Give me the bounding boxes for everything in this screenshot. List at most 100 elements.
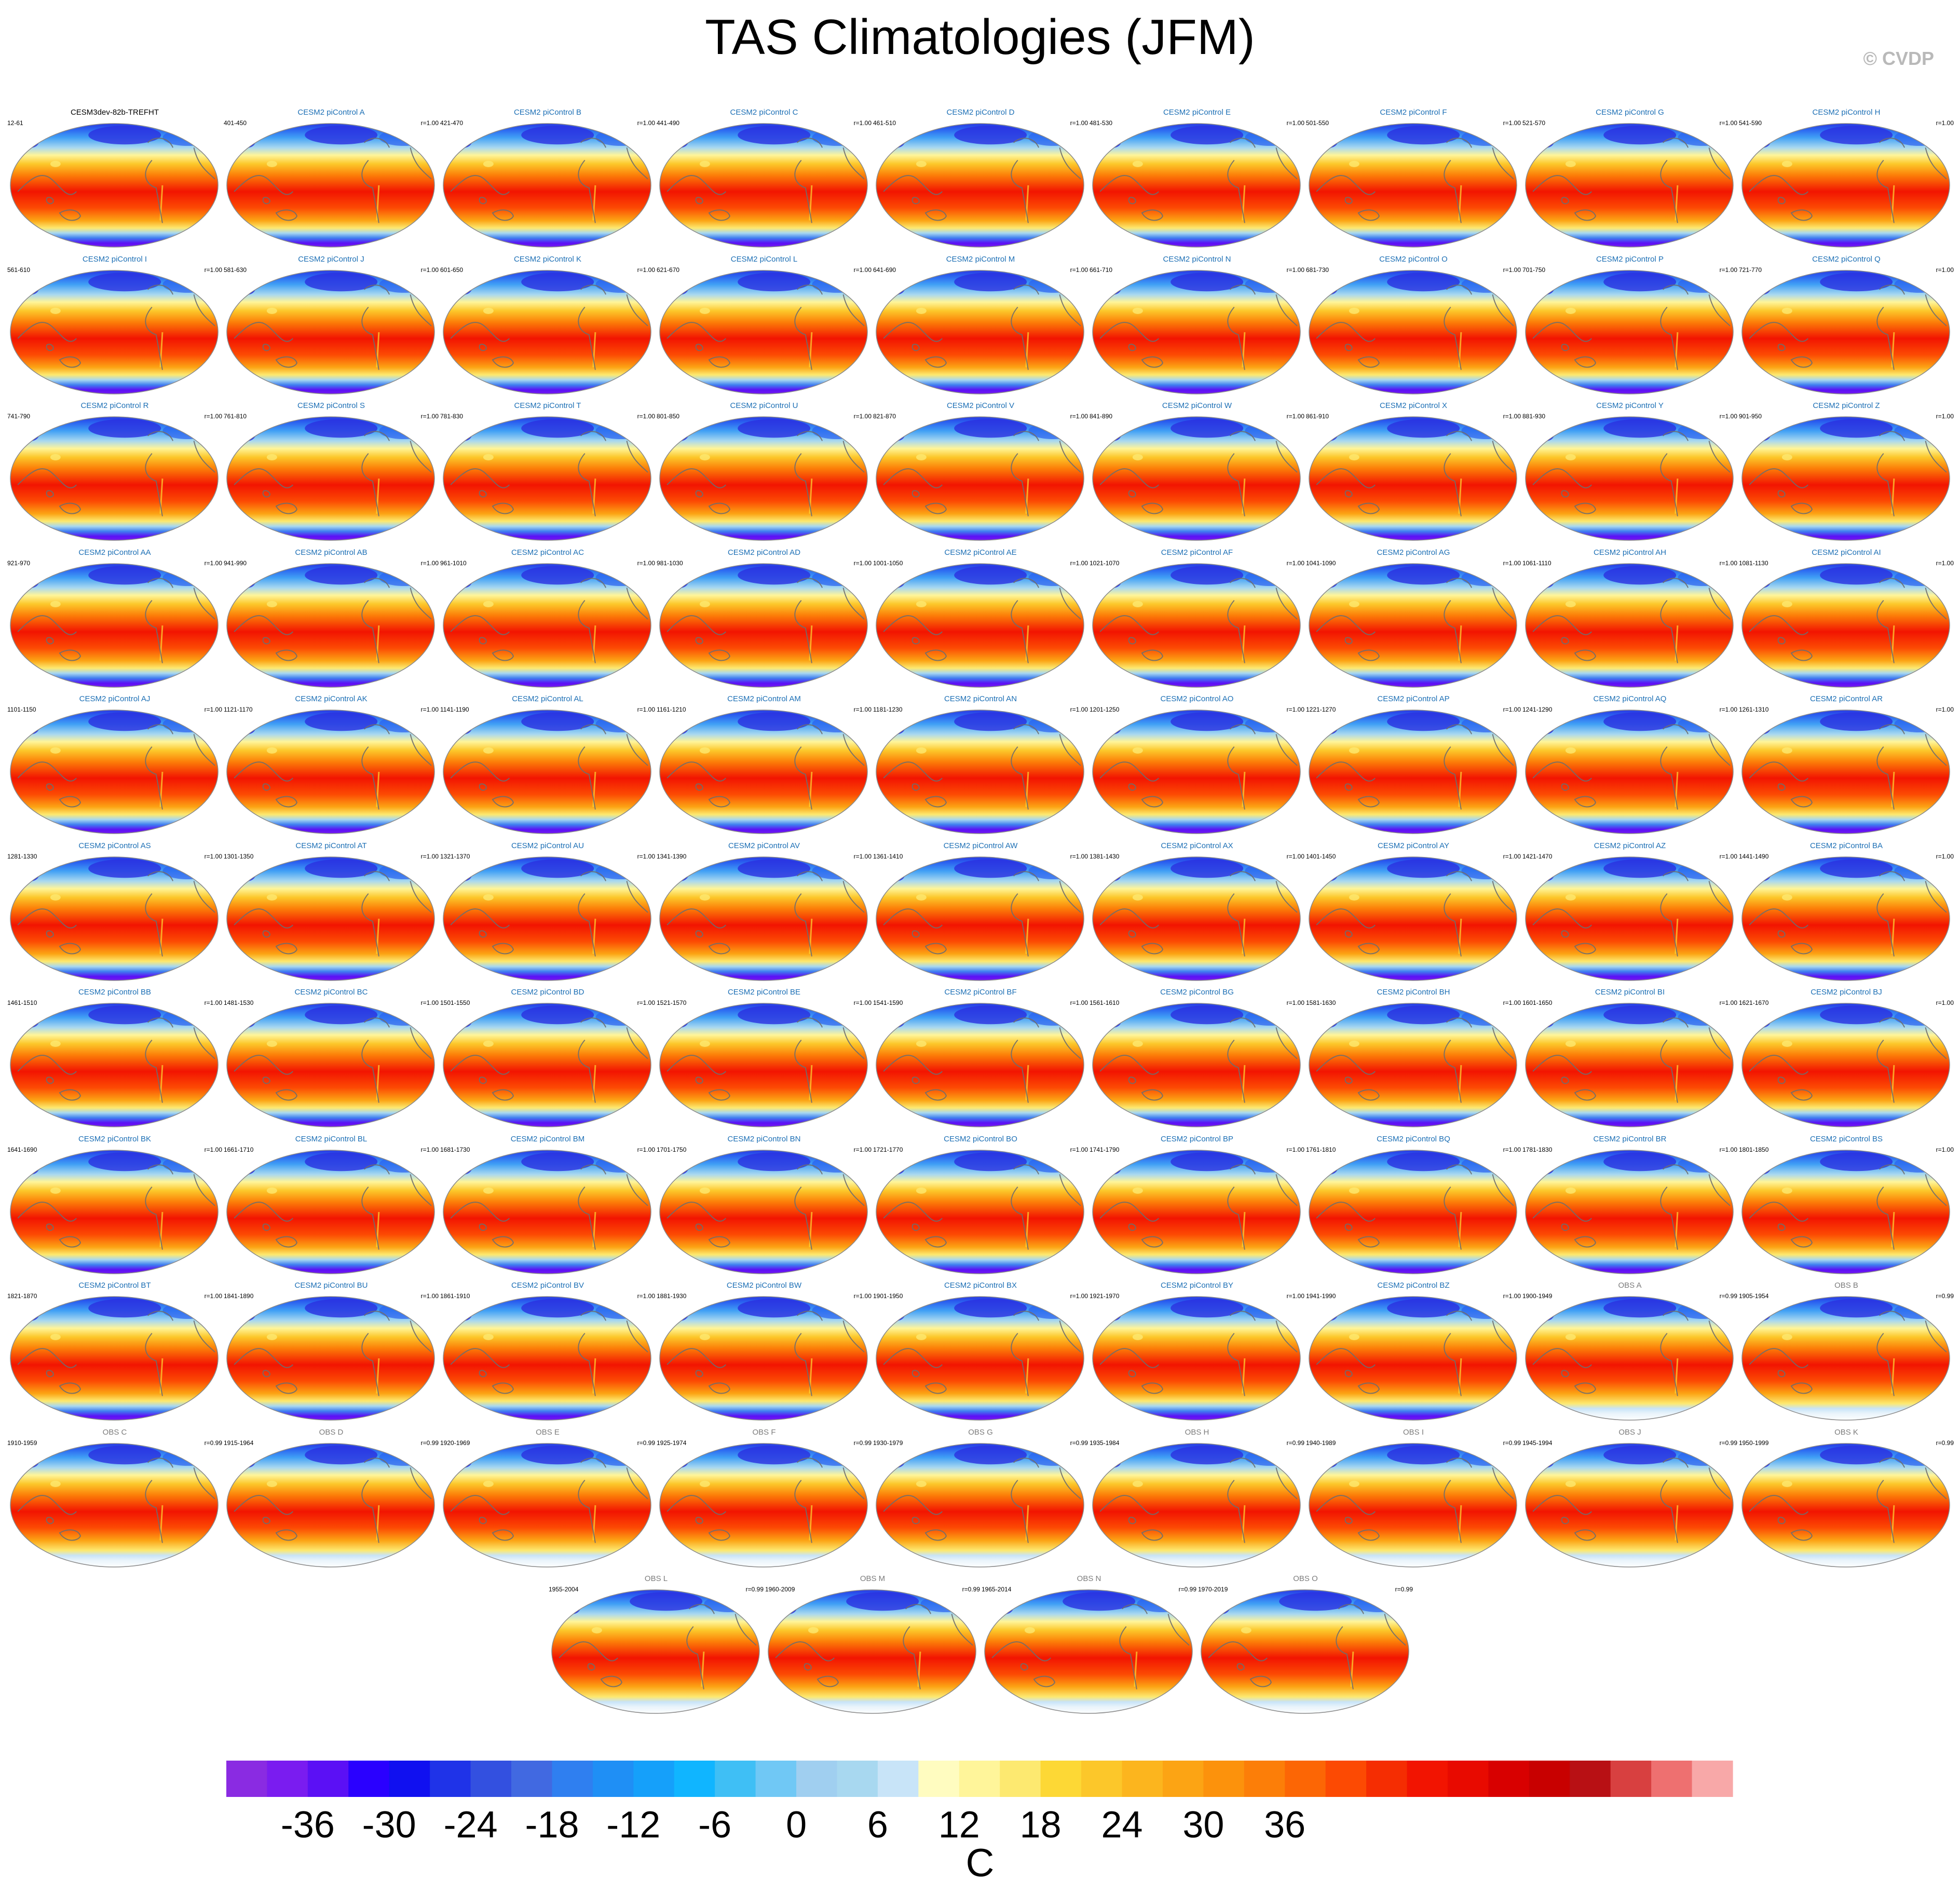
surface-temperature-map <box>1309 123 1517 248</box>
map-panel: CESM2 piControl AV 1341-1390 r=1.00 <box>657 841 872 982</box>
panel-years: 1221-1270 <box>1306 706 1336 713</box>
panel-correlation: r=1.00 <box>853 852 872 860</box>
map-panel: CESM2 piControl BI 1601-1650 r=1.00 <box>1522 988 1737 1128</box>
panel-years: 1181-1230 <box>873 706 903 713</box>
panel-title: CESM2 piControl BX <box>944 1281 1017 1290</box>
panel-correlation: r=1.00 <box>420 999 439 1006</box>
panel-title: CESM2 piControl BU <box>294 1281 368 1290</box>
panel-years: 1925-1974 <box>657 1439 687 1447</box>
panel-title: CESM2 piControl AU <box>511 841 584 850</box>
colorbar-swatch <box>1610 1761 1652 1797</box>
surface-temperature-map <box>1525 269 1734 394</box>
map-panel: OBS N 1965-2014 r=0.99 <box>982 1574 1196 1714</box>
map-panel: CESM2 piControl AH 1061-1110 r=1.00 <box>1522 548 1737 688</box>
map-panel: CESM2 piControl M 641-690 r=1.00 <box>873 255 1088 395</box>
panel-years: 761-810 <box>224 413 247 420</box>
panel-correlation: r=1.00 <box>204 999 222 1006</box>
map-panel: CESM2 piControl BC 1481-1530 r=1.00 <box>224 988 439 1128</box>
surface-temperature-map <box>876 123 1084 248</box>
panel-title: CESM2 piControl AG <box>1377 548 1450 557</box>
panel-correlation: r=1.00 <box>1719 852 1737 860</box>
surface-temperature-map <box>1741 416 1950 541</box>
panel-title: CESM2 piControl U <box>730 401 798 410</box>
surface-temperature-map <box>10 1442 219 1568</box>
panel-years: 1915-1964 <box>224 1439 254 1447</box>
colorbar-swatch <box>430 1761 471 1797</box>
panel-title: CESM2 piControl AY <box>1377 841 1450 850</box>
panel-title: CESM2 piControl X <box>1379 401 1448 410</box>
map-panel: OBS B 1905-1954 r=0.99 <box>1739 1281 1954 1421</box>
surface-temperature-map <box>1741 269 1950 394</box>
panel-years: 1641-1690 <box>7 1146 37 1153</box>
panel-correlation: r=1.00 <box>637 852 655 860</box>
surface-temperature-map <box>1092 1442 1301 1568</box>
colorbar-tick-label: -6 <box>698 1804 731 1846</box>
surface-temperature-map <box>1525 856 1734 981</box>
panel-title: CESM2 piControl AZ <box>1594 841 1666 850</box>
surface-temperature-map <box>226 563 435 688</box>
colorbar-tick-label: -36 <box>281 1804 335 1846</box>
map-panel: OBS M 1960-2009 r=0.99 <box>765 1574 980 1714</box>
panel-correlation: r=1.00 <box>1070 852 1088 860</box>
surface-temperature-map <box>1092 1296 1301 1421</box>
panel-years: 581-630 <box>224 266 247 274</box>
panel-years: 1960-2009 <box>765 1586 795 1593</box>
panel-correlation: r=0.99 <box>1503 1439 1521 1447</box>
map-panel: CESM2 piControl BW 1881-1930 r=1.00 <box>657 1281 872 1421</box>
surface-temperature-map <box>1201 1589 1409 1714</box>
panel-years: 721-770 <box>1739 266 1762 274</box>
surface-temperature-map <box>1092 269 1301 394</box>
surface-temperature-map <box>226 1149 435 1274</box>
panel-years: 681-730 <box>1306 266 1329 274</box>
map-panel: CESM2 piControl BH 1581-1630 r=1.00 <box>1306 988 1521 1128</box>
panel-correlation: r=1.00 <box>1936 119 1954 127</box>
panel-correlation: r=1.00 <box>1719 413 1737 420</box>
panel-correlation: r=1.00 <box>1070 999 1088 1006</box>
map-panel: OBS L 1955-2004 r=0.99 <box>549 1574 764 1714</box>
panel-title: CESM2 piControl AP <box>1377 694 1450 703</box>
map-panel: CESM2 piControl X 861-910 r=1.00 <box>1306 401 1521 541</box>
panel-title: OBS D <box>319 1427 344 1437</box>
panel-years: 1241-1290 <box>1522 706 1553 713</box>
map-panel: CESM2 piControl K 601-650 r=1.00 <box>440 255 655 395</box>
panel-years: 641-690 <box>873 266 896 274</box>
surface-temperature-map <box>1525 1442 1734 1568</box>
panel-title: CESM2 piControl G <box>1596 108 1664 117</box>
map-panel: CESM2 piControl E 481-530 r=1.00 <box>1090 108 1304 248</box>
map-panel: CESM2 piControl AM 1161-1210 r=1.00 <box>657 694 872 835</box>
colorbar-swatch <box>1162 1761 1204 1797</box>
panel-years: 481-530 <box>1090 119 1113 127</box>
panel-years: 1021-1070 <box>1090 559 1120 567</box>
panel-correlation: r=1.00 <box>1070 706 1088 713</box>
panel-correlation: r=1.00 <box>637 1292 655 1300</box>
panel-correlation: r=1.00 <box>1070 266 1088 274</box>
map-panel: CESM2 piControl AK 1121-1170 r=1.00 <box>224 694 439 835</box>
surface-temperature-map <box>1309 1296 1517 1421</box>
map-panel: CESM2 piControl G 521-570 r=1.00 <box>1522 108 1737 248</box>
map-panel: CESM2 piControl BN 1701-1750 r=1.00 <box>657 1135 872 1275</box>
panel-title: CESM2 piControl W <box>1162 401 1232 410</box>
panel-years: 1381-1430 <box>1090 852 1120 860</box>
panel-title: CESM2 piControl S <box>297 401 365 410</box>
panel-years: 961-1010 <box>440 559 467 567</box>
surface-temperature-map <box>1309 1149 1517 1274</box>
surface-temperature-map <box>876 563 1084 688</box>
map-panel: CESM2 piControl BK 1641-1690 r=1.00 <box>7 1135 222 1275</box>
panel-title: OBS N <box>1077 1574 1101 1583</box>
panel-correlation: r=1.00 <box>637 706 655 713</box>
surface-temperature-map <box>984 1589 1193 1714</box>
panel-title: OBS G <box>968 1427 993 1437</box>
colorbar-swatch <box>918 1761 960 1797</box>
map-panel: CESM2 piControl J 581-630 r=1.00 <box>224 255 439 395</box>
map-panel: CESM2 piControl BL 1661-1710 r=1.00 <box>224 1135 439 1275</box>
colorbar-swatch <box>1651 1761 1693 1797</box>
surface-temperature-map <box>659 563 868 688</box>
panel-correlation: r=1.00 <box>420 413 439 420</box>
surface-temperature-map <box>1525 563 1734 688</box>
colorbar-swatch <box>1285 1761 1326 1797</box>
panel-title: CESM2 piControl AS <box>78 841 151 850</box>
map-panel: CESM2 piControl AG 1041-1090 r=1.00 <box>1306 548 1521 688</box>
panel-years: 1561-1610 <box>1090 999 1120 1006</box>
surface-temperature-map <box>1092 123 1301 248</box>
surface-temperature-map <box>443 1003 651 1127</box>
